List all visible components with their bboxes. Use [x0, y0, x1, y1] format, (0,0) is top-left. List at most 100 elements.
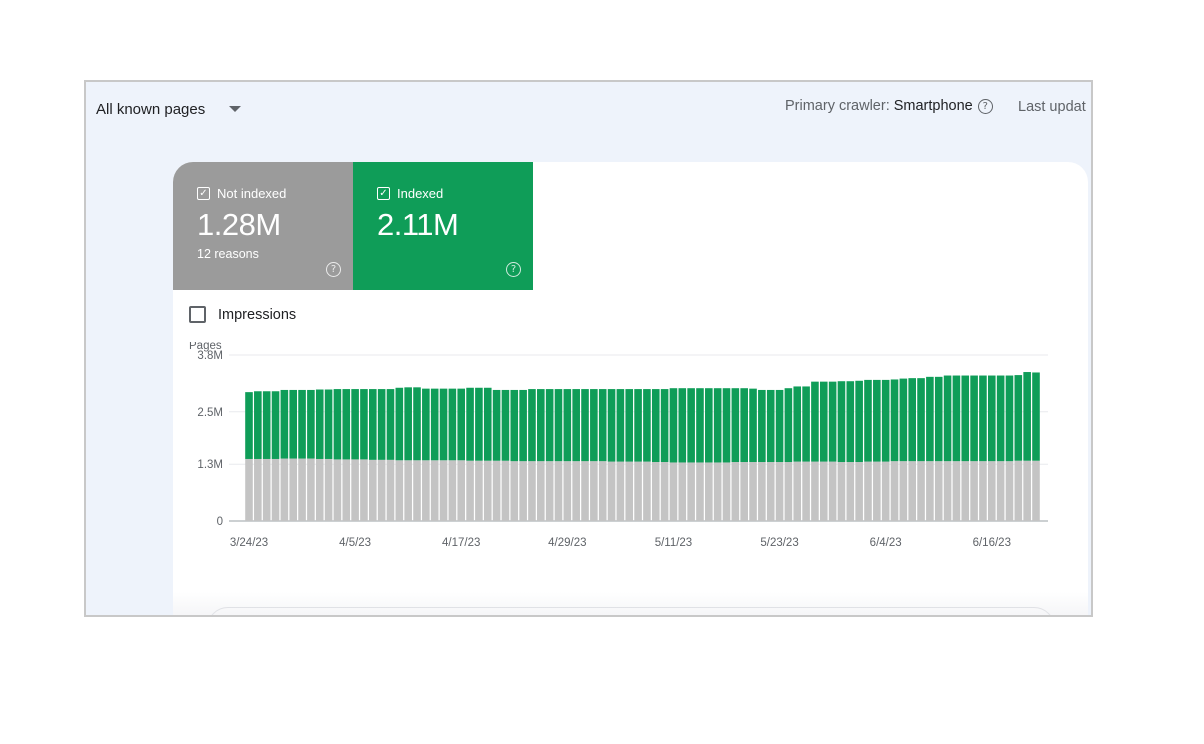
search-console-panel: All known pages Primary crawler: Smartph… [84, 80, 1093, 617]
bar-indexed [758, 389, 766, 463]
impressions-toggle[interactable]: Impressions [189, 306, 296, 323]
bar-indexed [979, 375, 987, 462]
bar-indexed [952, 375, 961, 462]
y-tick-label: 0 [217, 516, 223, 528]
bar-not-indexed [811, 461, 819, 521]
bar-not-indexed [846, 462, 855, 521]
bar-indexed [996, 375, 1005, 462]
impressions-checkbox[interactable] [189, 306, 206, 323]
bar-indexed [448, 388, 457, 461]
bar-indexed [607, 389, 616, 462]
bar-not-indexed [245, 458, 253, 521]
bar-indexed [855, 380, 863, 463]
bar-indexed [333, 389, 342, 460]
indexed-checkbox-icon[interactable]: ✓ [377, 187, 390, 200]
bar-indexed [1014, 375, 1023, 461]
bar-not-indexed [837, 462, 846, 521]
bar-not-indexed [934, 461, 943, 521]
bar-not-indexed [1023, 460, 1031, 521]
bar-not-indexed [987, 461, 996, 521]
bar-indexed [590, 389, 598, 462]
bar-not-indexed [510, 461, 519, 521]
crawler-value: Smartphone [893, 98, 973, 114]
bar-indexed [351, 389, 359, 460]
bar-indexed [634, 389, 642, 462]
last-updated-text: Last updat [1018, 99, 1086, 115]
bar-indexed [342, 389, 351, 460]
bar-not-indexed [333, 459, 342, 521]
bar-not-indexed [413, 460, 421, 521]
bar-not-indexed [749, 462, 757, 521]
bar-not-indexed [439, 460, 448, 521]
bar-indexed [254, 391, 262, 459]
bar-indexed [369, 389, 377, 460]
bar-not-indexed [961, 461, 970, 521]
bar-indexed [819, 381, 828, 462]
bar-indexed [943, 375, 952, 462]
bar-not-indexed [315, 458, 324, 521]
bar-indexed [722, 388, 731, 463]
bar-indexed [970, 375, 978, 462]
bar-indexed [377, 389, 386, 460]
bar-indexed [271, 391, 280, 459]
bar-indexed [749, 388, 757, 463]
bar-indexed [1032, 372, 1040, 461]
bar-not-indexed [342, 459, 351, 521]
bar-indexed [881, 379, 890, 462]
bar-indexed [713, 388, 722, 463]
bar-indexed [917, 378, 925, 462]
bar-not-indexed [705, 462, 713, 521]
bar-not-indexed [713, 462, 722, 521]
bar-not-indexed [1014, 460, 1023, 521]
bar-indexed [846, 381, 855, 463]
bar-indexed [987, 375, 996, 462]
bar-indexed [537, 389, 545, 462]
bar-not-indexed [660, 462, 669, 521]
bar-indexed [422, 388, 430, 461]
bar-not-indexed [643, 461, 651, 521]
bar-indexed [775, 389, 784, 463]
bar-not-indexed [422, 460, 430, 521]
not-indexed-checkbox-icon[interactable]: ✓ [197, 187, 210, 200]
bar-indexed [660, 389, 669, 463]
bar-indexed [307, 389, 315, 459]
bar-not-indexed [828, 461, 837, 521]
bar-not-indexed [360, 459, 368, 521]
bar-indexed [802, 386, 810, 462]
bar-not-indexed [607, 461, 616, 521]
crawler-label: Primary crawler: [785, 98, 890, 114]
bar-indexed [404, 387, 412, 461]
bar-not-indexed [563, 461, 572, 521]
bar-indexed [572, 389, 580, 462]
indexed-help-icon[interactable]: ? [506, 262, 521, 277]
not-indexed-help-icon[interactable]: ? [326, 262, 341, 277]
not-indexed-tile[interactable]: ✓ Not indexed 1.28M 12 reasons ? [173, 162, 353, 290]
impressions-label: Impressions [218, 306, 297, 323]
bar-not-indexed [1032, 460, 1040, 521]
bar-not-indexed [324, 458, 333, 521]
crawler-help-icon[interactable]: ? [977, 98, 993, 114]
x-tick-label: 4/5/23 [339, 537, 371, 549]
bar-not-indexed [262, 458, 271, 521]
page-filter-dropdown[interactable]: All known pages [96, 98, 242, 120]
bar-not-indexed [554, 461, 563, 521]
bar-indexed [811, 381, 819, 462]
y-tick-label: 2.5M [197, 407, 223, 419]
bar-indexed [669, 388, 678, 463]
bar-indexed [873, 379, 881, 462]
bar-not-indexed [483, 460, 492, 521]
bar-not-indexed [598, 461, 607, 521]
bar-indexed [386, 389, 395, 460]
bar-indexed [324, 389, 333, 459]
bar-indexed [890, 379, 899, 462]
bar-not-indexed [519, 461, 527, 521]
bar-not-indexed [298, 458, 306, 521]
bar-indexed [545, 389, 554, 462]
bar-not-indexed [457, 460, 466, 521]
page-filter-label: All known pages [96, 100, 206, 118]
bar-indexed [395, 387, 404, 461]
y-axis-title: Pages [189, 342, 222, 352]
x-tick-label: 3/24/23 [230, 537, 268, 549]
bar-indexed [908, 378, 916, 462]
indexed-tile[interactable]: ✓ Indexed 2.11M ? [353, 162, 533, 290]
